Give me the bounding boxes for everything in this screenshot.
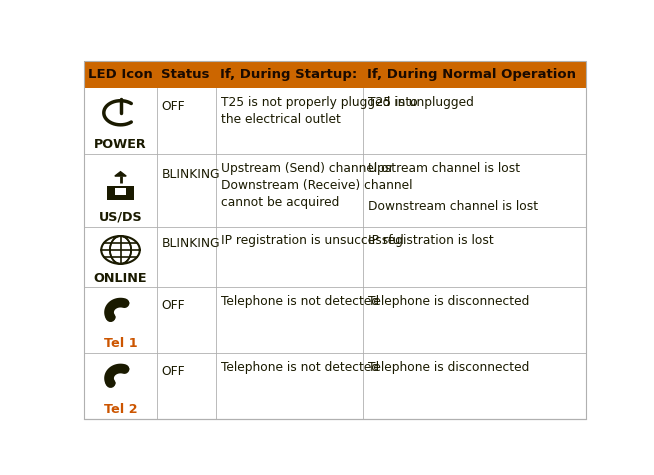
Text: Tel 1: Tel 1 [104, 337, 137, 351]
Polygon shape [115, 171, 126, 176]
Text: IP registration is lost: IP registration is lost [368, 234, 494, 247]
FancyBboxPatch shape [107, 186, 135, 200]
FancyBboxPatch shape [115, 188, 126, 195]
Polygon shape [107, 380, 115, 386]
Text: POWER: POWER [94, 138, 147, 151]
Text: BLINKING: BLINKING [162, 168, 220, 180]
Text: T25 is not properly plugged into
the electrical outlet: T25 is not properly plugged into the ele… [221, 95, 418, 125]
FancyBboxPatch shape [84, 153, 586, 227]
Text: BLINKING: BLINKING [162, 238, 220, 250]
Text: Tel 2: Tel 2 [104, 403, 137, 417]
Text: Upstream channel is lost

Downstream channel is lost: Upstream channel is lost Downstream chan… [368, 162, 538, 213]
FancyBboxPatch shape [84, 227, 586, 287]
FancyBboxPatch shape [84, 88, 586, 153]
Polygon shape [120, 366, 129, 372]
Text: IP registration is unsuccessful: IP registration is unsuccessful [221, 234, 404, 247]
Text: OFF: OFF [162, 299, 186, 312]
FancyBboxPatch shape [84, 353, 586, 419]
Text: Telephone is disconnected: Telephone is disconnected [368, 295, 530, 308]
Text: Telephone is not detected: Telephone is not detected [221, 361, 379, 374]
Text: If, During Normal Operation: If, During Normal Operation [367, 68, 576, 81]
Text: Telephone is disconnected: Telephone is disconnected [368, 361, 530, 374]
Text: US/DS: US/DS [99, 210, 143, 223]
Text: OFF: OFF [162, 365, 186, 378]
Text: Telephone is not detected: Telephone is not detected [221, 295, 379, 308]
Polygon shape [107, 314, 115, 320]
Text: LED Icon: LED Icon [88, 68, 153, 81]
Text: T25 is unplugged: T25 is unplugged [368, 95, 474, 109]
FancyBboxPatch shape [84, 287, 586, 353]
Text: ONLINE: ONLINE [94, 272, 147, 285]
Polygon shape [120, 300, 129, 306]
Text: Status: Status [161, 68, 209, 81]
FancyBboxPatch shape [84, 61, 586, 88]
Text: If, During Startup:: If, During Startup: [220, 68, 357, 81]
Text: Upstream (Send) channel or
Downstream (Receive) channel
cannot be acquired: Upstream (Send) channel or Downstream (R… [221, 162, 413, 209]
Text: OFF: OFF [162, 100, 186, 113]
